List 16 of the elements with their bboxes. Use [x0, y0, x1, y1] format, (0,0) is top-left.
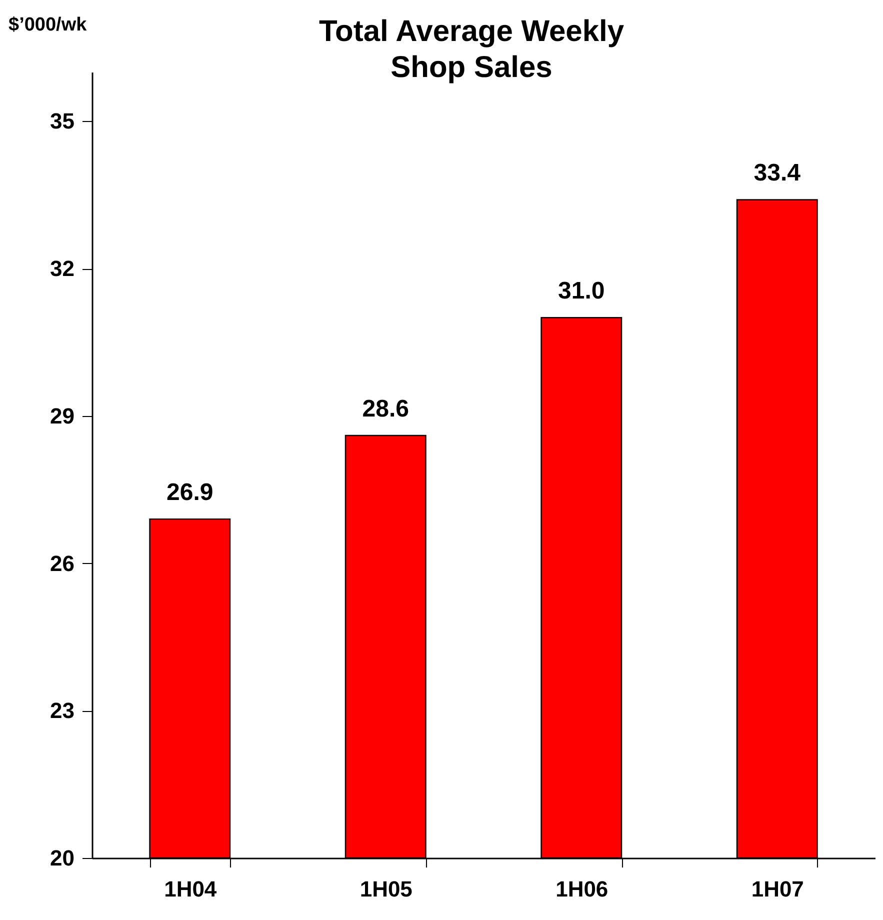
x-tick-label: 1H05	[360, 876, 412, 902]
y-tick-label: 32	[50, 256, 74, 281]
y-tick-label: 35	[50, 108, 74, 134]
y-axis-title: $’000/wk	[8, 14, 88, 36]
data-label: 26.9	[166, 479, 214, 506]
data-label: 28.6	[362, 396, 409, 423]
y-tick-label: 29	[50, 403, 74, 428]
x-tick-label: 1H07	[751, 876, 804, 902]
x-tick-label: 1H04	[164, 876, 218, 902]
y-tick-label: 26	[50, 550, 74, 576]
y-tick-label: 20	[50, 846, 74, 870]
data-label: 33.4	[754, 160, 802, 187]
data-label: 31.0	[558, 278, 605, 305]
x-tick-label: 1H06	[556, 876, 608, 902]
y-tick-label: 23	[50, 698, 74, 724]
chart-title: Total Average Weekly Shop Sales	[318, 15, 624, 84]
